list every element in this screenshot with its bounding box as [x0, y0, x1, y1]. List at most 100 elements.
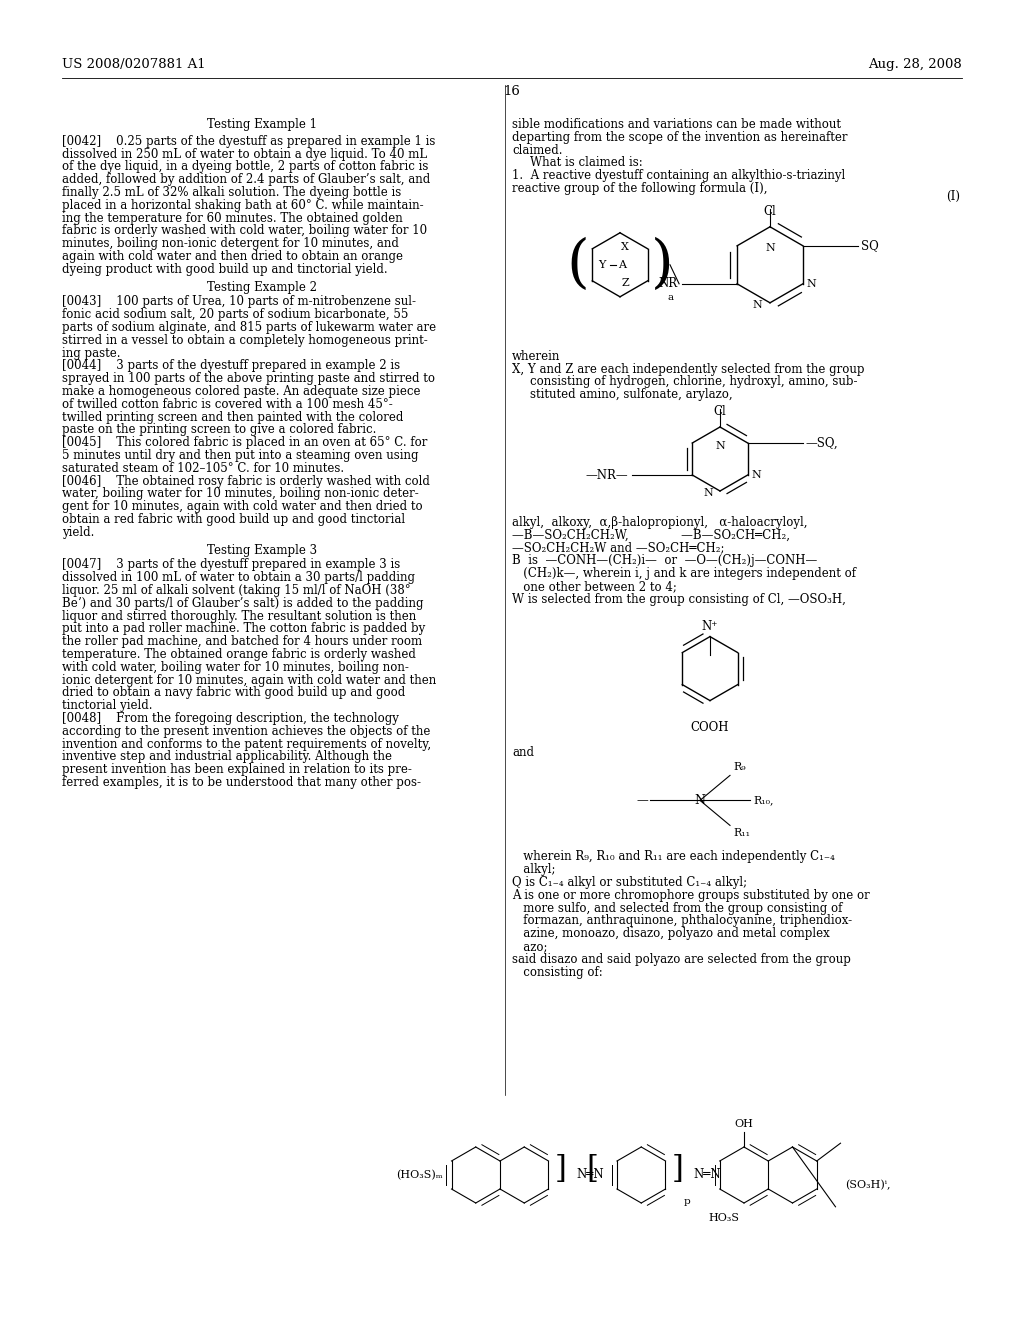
Text: stirred in a vessel to obtain a completely homogeneous print-: stirred in a vessel to obtain a complete… — [62, 334, 428, 347]
Text: twilled printing screen and then painted with the colored: twilled printing screen and then painted… — [62, 411, 403, 424]
Text: fabric is orderly washed with cold water, boiling water for 10: fabric is orderly washed with cold water… — [62, 224, 427, 238]
Text: and: and — [512, 746, 534, 759]
Text: alkyl,  alkoxy,  α,β-halopropionyl,   α-haloacryloyl,: alkyl, alkoxy, α,β-halopropionyl, α-halo… — [512, 516, 808, 529]
Text: Cl: Cl — [764, 205, 776, 218]
Text: N═N: N═N — [577, 1168, 604, 1181]
Text: again with cold water and then dried to obtain an orange: again with cold water and then dried to … — [62, 249, 403, 263]
Text: R₁₁: R₁₁ — [733, 829, 750, 838]
Text: finally 2.5 mL of 32% alkali solution. The dyeing bottle is: finally 2.5 mL of 32% alkali solution. T… — [62, 186, 401, 199]
Text: present invention has been explained in relation to its pre-: present invention has been explained in … — [62, 763, 412, 776]
Text: (HO₃S)ₘ: (HO₃S)ₘ — [396, 1170, 442, 1180]
Text: dissolved in 100 mL of water to obtain a 30 parts/l padding: dissolved in 100 mL of water to obtain a… — [62, 572, 415, 585]
Text: put into a pad roller machine. The cotton fabric is padded by: put into a pad roller machine. The cotto… — [62, 623, 425, 635]
Text: R₁₀,: R₁₀, — [753, 796, 773, 805]
Text: minutes, boiling non-ionic detergent for 10 minutes, and: minutes, boiling non-ionic detergent for… — [62, 238, 399, 251]
Text: paste on the printing screen to give a colored fabric.: paste on the printing screen to give a c… — [62, 424, 377, 437]
Text: make a homogeneous colored paste. An adequate size piece: make a homogeneous colored paste. An ade… — [62, 385, 421, 399]
Text: departing from the scope of the invention as hereinafter: departing from the scope of the inventio… — [512, 131, 848, 144]
Text: 1.  A reactive dyestuff containing an alkylthio-s-triazinyl: 1. A reactive dyestuff containing an alk… — [512, 169, 845, 182]
Text: sprayed in 100 parts of the above printing paste and stirred to: sprayed in 100 parts of the above printi… — [62, 372, 435, 385]
Text: ]: ] — [554, 1155, 566, 1185]
Text: gent for 10 minutes, again with cold water and then dried to: gent for 10 minutes, again with cold wat… — [62, 500, 423, 513]
Text: What is claimed is:: What is claimed is: — [530, 156, 643, 169]
Text: N: N — [753, 300, 762, 310]
Text: N: N — [752, 470, 762, 480]
Text: 5 minutes until dry and then put into a steaming oven using: 5 minutes until dry and then put into a … — [62, 449, 419, 462]
Text: dissolved in 250 mL of water to obtain a dye liquid. To 40 mL: dissolved in 250 mL of water to obtain a… — [62, 148, 427, 161]
Text: added, followed by addition of 2.4 parts of Glauber’s salt, and: added, followed by addition of 2.4 parts… — [62, 173, 430, 186]
Text: water, boiling water for 10 minutes, boiling non-ionic deter-: water, boiling water for 10 minutes, boi… — [62, 487, 419, 500]
Text: azine, monoazo, disazo, polyazo and metal complex: azine, monoazo, disazo, polyazo and meta… — [512, 927, 829, 940]
Text: tinctorial yield.: tinctorial yield. — [62, 700, 153, 713]
Text: Cl: Cl — [714, 405, 726, 418]
Text: liquor and stirred thoroughly. The resultant solution is then: liquor and stirred thoroughly. The resul… — [62, 610, 416, 623]
Text: [0043]    100 parts of Urea, 10 parts of m-nitrobenzene sul-: [0043] 100 parts of Urea, 10 parts of m-… — [62, 296, 416, 309]
Text: liquor. 25 ml of alkali solvent (taking 15 ml/l of NaOH (38°: liquor. 25 ml of alkali solvent (taking … — [62, 583, 411, 597]
Text: saturated steam of 102–105° C. for 10 minutes.: saturated steam of 102–105° C. for 10 mi… — [62, 462, 344, 475]
Text: ferred examples, it is to be understood that many other pos-: ferred examples, it is to be understood … — [62, 776, 421, 789]
Text: COOH: COOH — [691, 721, 729, 734]
Text: sible modifications and variations can be made without: sible modifications and variations can b… — [512, 117, 841, 131]
Text: alkyl;: alkyl; — [512, 863, 555, 876]
Text: azo;: azo; — [512, 940, 548, 953]
Text: N: N — [765, 243, 775, 253]
Text: [0042]    0.25 parts of the dyestuff as prepared in example 1 is: [0042] 0.25 parts of the dyestuff as pre… — [62, 135, 435, 148]
Text: 16: 16 — [504, 84, 520, 98]
Text: according to the present invention achieves the objects of the: according to the present invention achie… — [62, 725, 430, 738]
Text: —SO₂CH₂CH₂W and —SO₂CH═CH₂;: —SO₂CH₂CH₂W and —SO₂CH═CH₂; — [512, 541, 725, 554]
Text: N: N — [807, 279, 817, 289]
Text: [0044]    3 parts of the dyestuff prepared in example 2 is: [0044] 3 parts of the dyestuff prepared … — [62, 359, 400, 372]
Text: said disazo and said polyazo are selected from the group: said disazo and said polyazo are selecte… — [512, 953, 851, 966]
Text: Testing Example 1: Testing Example 1 — [207, 117, 317, 131]
Text: stituted amino, sulfonate, arylazo,: stituted amino, sulfonate, arylazo, — [530, 388, 732, 401]
Text: [0046]    The obtained rosy fabric is orderly washed with cold: [0046] The obtained rosy fabric is order… — [62, 475, 430, 487]
Text: dyeing product with good build up and tinctorial yield.: dyeing product with good build up and ti… — [62, 263, 388, 276]
Text: of the dye liquid, in a dyeing bottle, 2 parts of cotton fabric is: of the dye liquid, in a dyeing bottle, 2… — [62, 161, 428, 173]
Text: SQ: SQ — [861, 239, 879, 252]
Text: —NR—: —NR— — [586, 469, 629, 482]
Text: fonic acid sodium salt, 20 parts of sodium bicarbonate, 55: fonic acid sodium salt, 20 parts of sodi… — [62, 308, 409, 321]
Text: HO₃S: HO₃S — [708, 1213, 739, 1224]
Text: —SQ,: —SQ, — [806, 437, 839, 450]
Text: parts of sodium alginate, and 815 parts of lukewarm water are: parts of sodium alginate, and 815 parts … — [62, 321, 436, 334]
Text: more sulfo, and selected from the group consisting of: more sulfo, and selected from the group … — [512, 902, 843, 915]
Text: claimed.: claimed. — [512, 144, 562, 157]
Text: (CH₂)k—, wherein i, j and k are integers independent of: (CH₂)k—, wherein i, j and k are integers… — [512, 568, 856, 581]
Text: inventive step and industrial applicability. Although the: inventive step and industrial applicabil… — [62, 750, 392, 763]
Text: (: ( — [566, 236, 590, 293]
Text: of twilled cotton fabric is covered with a 100 mesh 45°-: of twilled cotton fabric is covered with… — [62, 397, 393, 411]
Text: yield.: yield. — [62, 525, 94, 539]
Text: ing paste.: ing paste. — [62, 347, 121, 359]
Text: the roller pad machine, and batched for 4 hours under room: the roller pad machine, and batched for … — [62, 635, 422, 648]
Text: X, Y and Z are each independently selected from the group: X, Y and Z are each independently select… — [512, 363, 864, 376]
Text: N⁺: N⁺ — [701, 619, 718, 632]
Text: Y: Y — [599, 260, 606, 269]
Text: wherein R₉, R₁₀ and R₁₁ are each independently C₁₋₄: wherein R₉, R₁₀ and R₁₁ are each indepen… — [512, 850, 835, 863]
Text: Testing Example 3: Testing Example 3 — [207, 544, 317, 557]
Text: p: p — [683, 1197, 690, 1206]
Text: one other between 2 to 4;: one other between 2 to 4; — [512, 579, 677, 593]
Text: ing the temperature for 60 minutes. The obtained golden: ing the temperature for 60 minutes. The … — [62, 211, 402, 224]
Text: a: a — [668, 293, 674, 302]
Text: N: N — [694, 793, 706, 807]
Text: ]: ] — [672, 1155, 683, 1185]
Text: [0048]    From the foregoing description, the technology: [0048] From the foregoing description, t… — [62, 711, 399, 725]
Text: Testing Example 2: Testing Example 2 — [207, 281, 317, 293]
Text: consisting of hydrogen, chlorine, hydroxyl, amino, sub-: consisting of hydrogen, chlorine, hydrox… — [530, 375, 857, 388]
Text: (I): (I) — [946, 190, 961, 203]
Text: invention and conforms to the patent requirements of novelty,: invention and conforms to the patent req… — [62, 738, 431, 751]
Text: Q is C₁₋₄ alkyl or substituted C₁₋₄ alkyl;: Q is C₁₋₄ alkyl or substituted C₁₋₄ alky… — [512, 876, 748, 888]
Text: N: N — [703, 488, 713, 498]
Text: —B—SO₂CH₂CH₂W,              —B—SO₂CH═CH₂,: —B—SO₂CH₂CH₂W, —B—SO₂CH═CH₂, — [512, 529, 790, 541]
Text: [0045]    This colored fabric is placed in an oven at 65° C. for: [0045] This colored fabric is placed in … — [62, 436, 427, 449]
Text: Aug. 28, 2008: Aug. 28, 2008 — [868, 58, 962, 71]
Text: with cold water, boiling water for 10 minutes, boiling non-: with cold water, boiling water for 10 mi… — [62, 661, 409, 673]
Text: N: N — [715, 441, 725, 451]
Text: consisting of:: consisting of: — [512, 966, 603, 978]
Text: Z: Z — [622, 277, 629, 288]
Text: A: A — [618, 260, 626, 269]
Text: reactive group of the following formula (I),: reactive group of the following formula … — [512, 182, 768, 195]
Text: X: X — [622, 242, 629, 252]
Text: [: [ — [587, 1155, 598, 1185]
Text: ): ) — [650, 236, 674, 293]
